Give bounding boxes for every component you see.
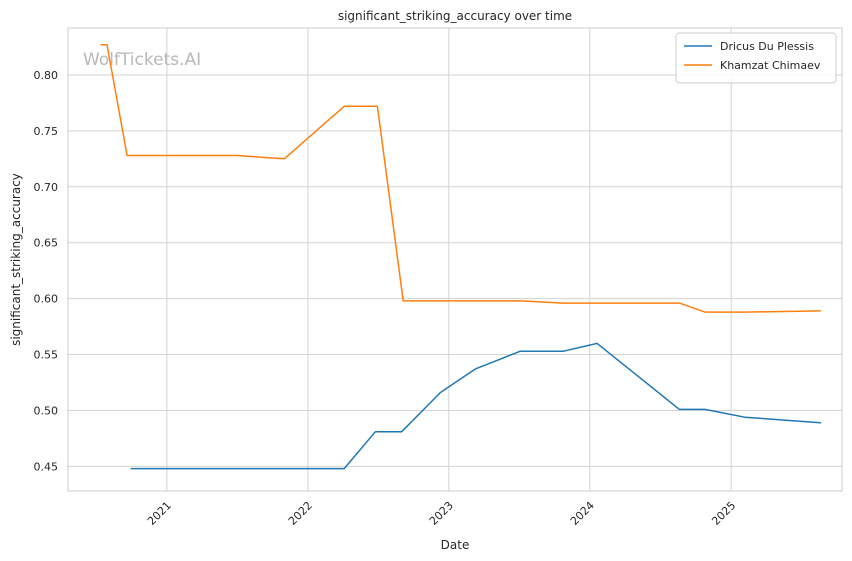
y-tick-label: 0.60 [34,293,59,306]
plot-frame [67,27,843,492]
series-line-khamzat-chimaev [100,44,822,313]
y-axis-ticks: 0.45 0.50 0.55 0.60 0.65 0.70 0.75 0.80 [34,69,59,473]
chart-title: significant_striking_accuracy over time [338,9,572,23]
x-tick-label: 2024 [568,499,597,528]
legend-box [675,32,837,84]
series-lines [100,44,822,470]
x-tick-label: 2025 [709,499,738,528]
legend-label-dricus-du-plessis: Dricus Du Plessis [720,40,814,53]
series-line-dricus-du-plessis [130,342,822,470]
x-tick-label: 2023 [427,499,456,528]
y-axis-title: significant_striking_accuracy [9,173,23,346]
y-tick-label: 0.65 [34,237,59,250]
x-axis-title: Date [441,538,470,552]
grid [68,28,842,491]
watermark: WolfTickets.AI [83,50,201,70]
x-tick-label: 2021 [145,499,174,528]
y-tick-label: 0.45 [34,460,59,473]
legend: Dricus Du Plessis Khamzat Chimaev [675,32,837,84]
y-tick-label: 0.80 [34,69,59,82]
x-axis-ticks: 2021 2022 2023 2024 2025 [145,499,738,528]
legend-label-khamzat-chimaev: Khamzat Chimaev [720,59,821,72]
y-tick-label: 0.75 [34,125,59,138]
y-tick-label: 0.50 [34,404,59,417]
y-tick-label: 0.70 [34,181,59,194]
y-tick-label: 0.55 [34,349,59,362]
x-tick-label: 2022 [286,499,315,528]
